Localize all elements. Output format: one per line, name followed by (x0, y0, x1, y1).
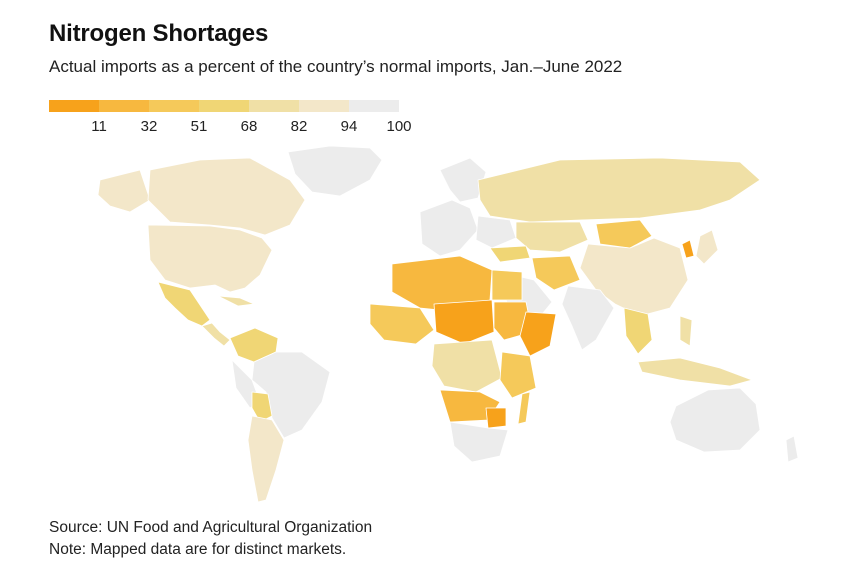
chart-title: Nitrogen Shortages (49, 20, 269, 47)
region-canada (147, 157, 306, 236)
legend-swatch-1 (49, 100, 99, 112)
region-philippines (679, 315, 693, 347)
region-korea (681, 239, 695, 259)
region-india (561, 285, 615, 351)
legend-swatch-4 (199, 100, 249, 112)
region-zimbabwe (485, 407, 507, 429)
legend-swatch-5 (249, 100, 299, 112)
color-legend: 11 32 51 68 82 94 100 (49, 100, 412, 140)
legend-tick-2: 32 (140, 118, 158, 135)
legend-tick-5: 82 (290, 118, 308, 135)
legend-tick-7: 100 (386, 118, 412, 135)
region-eastern-europe (475, 215, 517, 249)
region-usa (147, 224, 273, 293)
region-western-europe (419, 199, 479, 257)
region-argentina (247, 415, 285, 503)
region-west-africa (369, 303, 435, 345)
legend-swatch-6 (299, 100, 349, 112)
legend-swatch-2 (99, 100, 149, 112)
region-turkey (489, 245, 531, 263)
source-note: Source: UN Food and Agricultural Organiz… (49, 519, 373, 536)
region-central-america (201, 322, 231, 347)
region-japan (695, 229, 719, 265)
region-madagascar (517, 391, 531, 425)
region-brazil (251, 351, 331, 439)
region-mongolia (595, 219, 653, 249)
world-choropleth-map (97, 145, 799, 503)
region-russia (477, 157, 761, 223)
region-horn-of-africa (519, 311, 557, 357)
region-east-africa (499, 351, 537, 399)
legend-swatch-3 (149, 100, 199, 112)
region-southeast-asia (623, 307, 653, 355)
legend-swatch-7 (349, 100, 399, 112)
region-south-africa (449, 421, 509, 463)
legend-swatches (49, 100, 399, 112)
region-scandinavia (439, 157, 487, 203)
legend-tick-6: 94 (340, 118, 358, 135)
chart-subtitle: Actual imports as a percent of the count… (49, 57, 623, 76)
region-central-africa (431, 339, 503, 393)
region-greenland (287, 145, 383, 197)
legend-tick-3: 51 (190, 118, 208, 135)
legend-tick-4: 68 (240, 118, 258, 135)
region-sahel (433, 299, 495, 345)
region-alaska (97, 169, 151, 213)
region-caribbean (217, 295, 255, 307)
legend-tick-1: 11 (91, 118, 107, 135)
region-central-asia (515, 221, 589, 253)
region-new-zealand (785, 435, 799, 463)
region-egypt (491, 269, 523, 301)
region-indonesia (637, 357, 753, 387)
region-iran (531, 255, 581, 291)
region-australia (669, 387, 761, 453)
region-mexico (157, 281, 211, 327)
data-note: Note: Mapped data are for distinct marke… (49, 541, 347, 558)
region-china (579, 237, 689, 317)
